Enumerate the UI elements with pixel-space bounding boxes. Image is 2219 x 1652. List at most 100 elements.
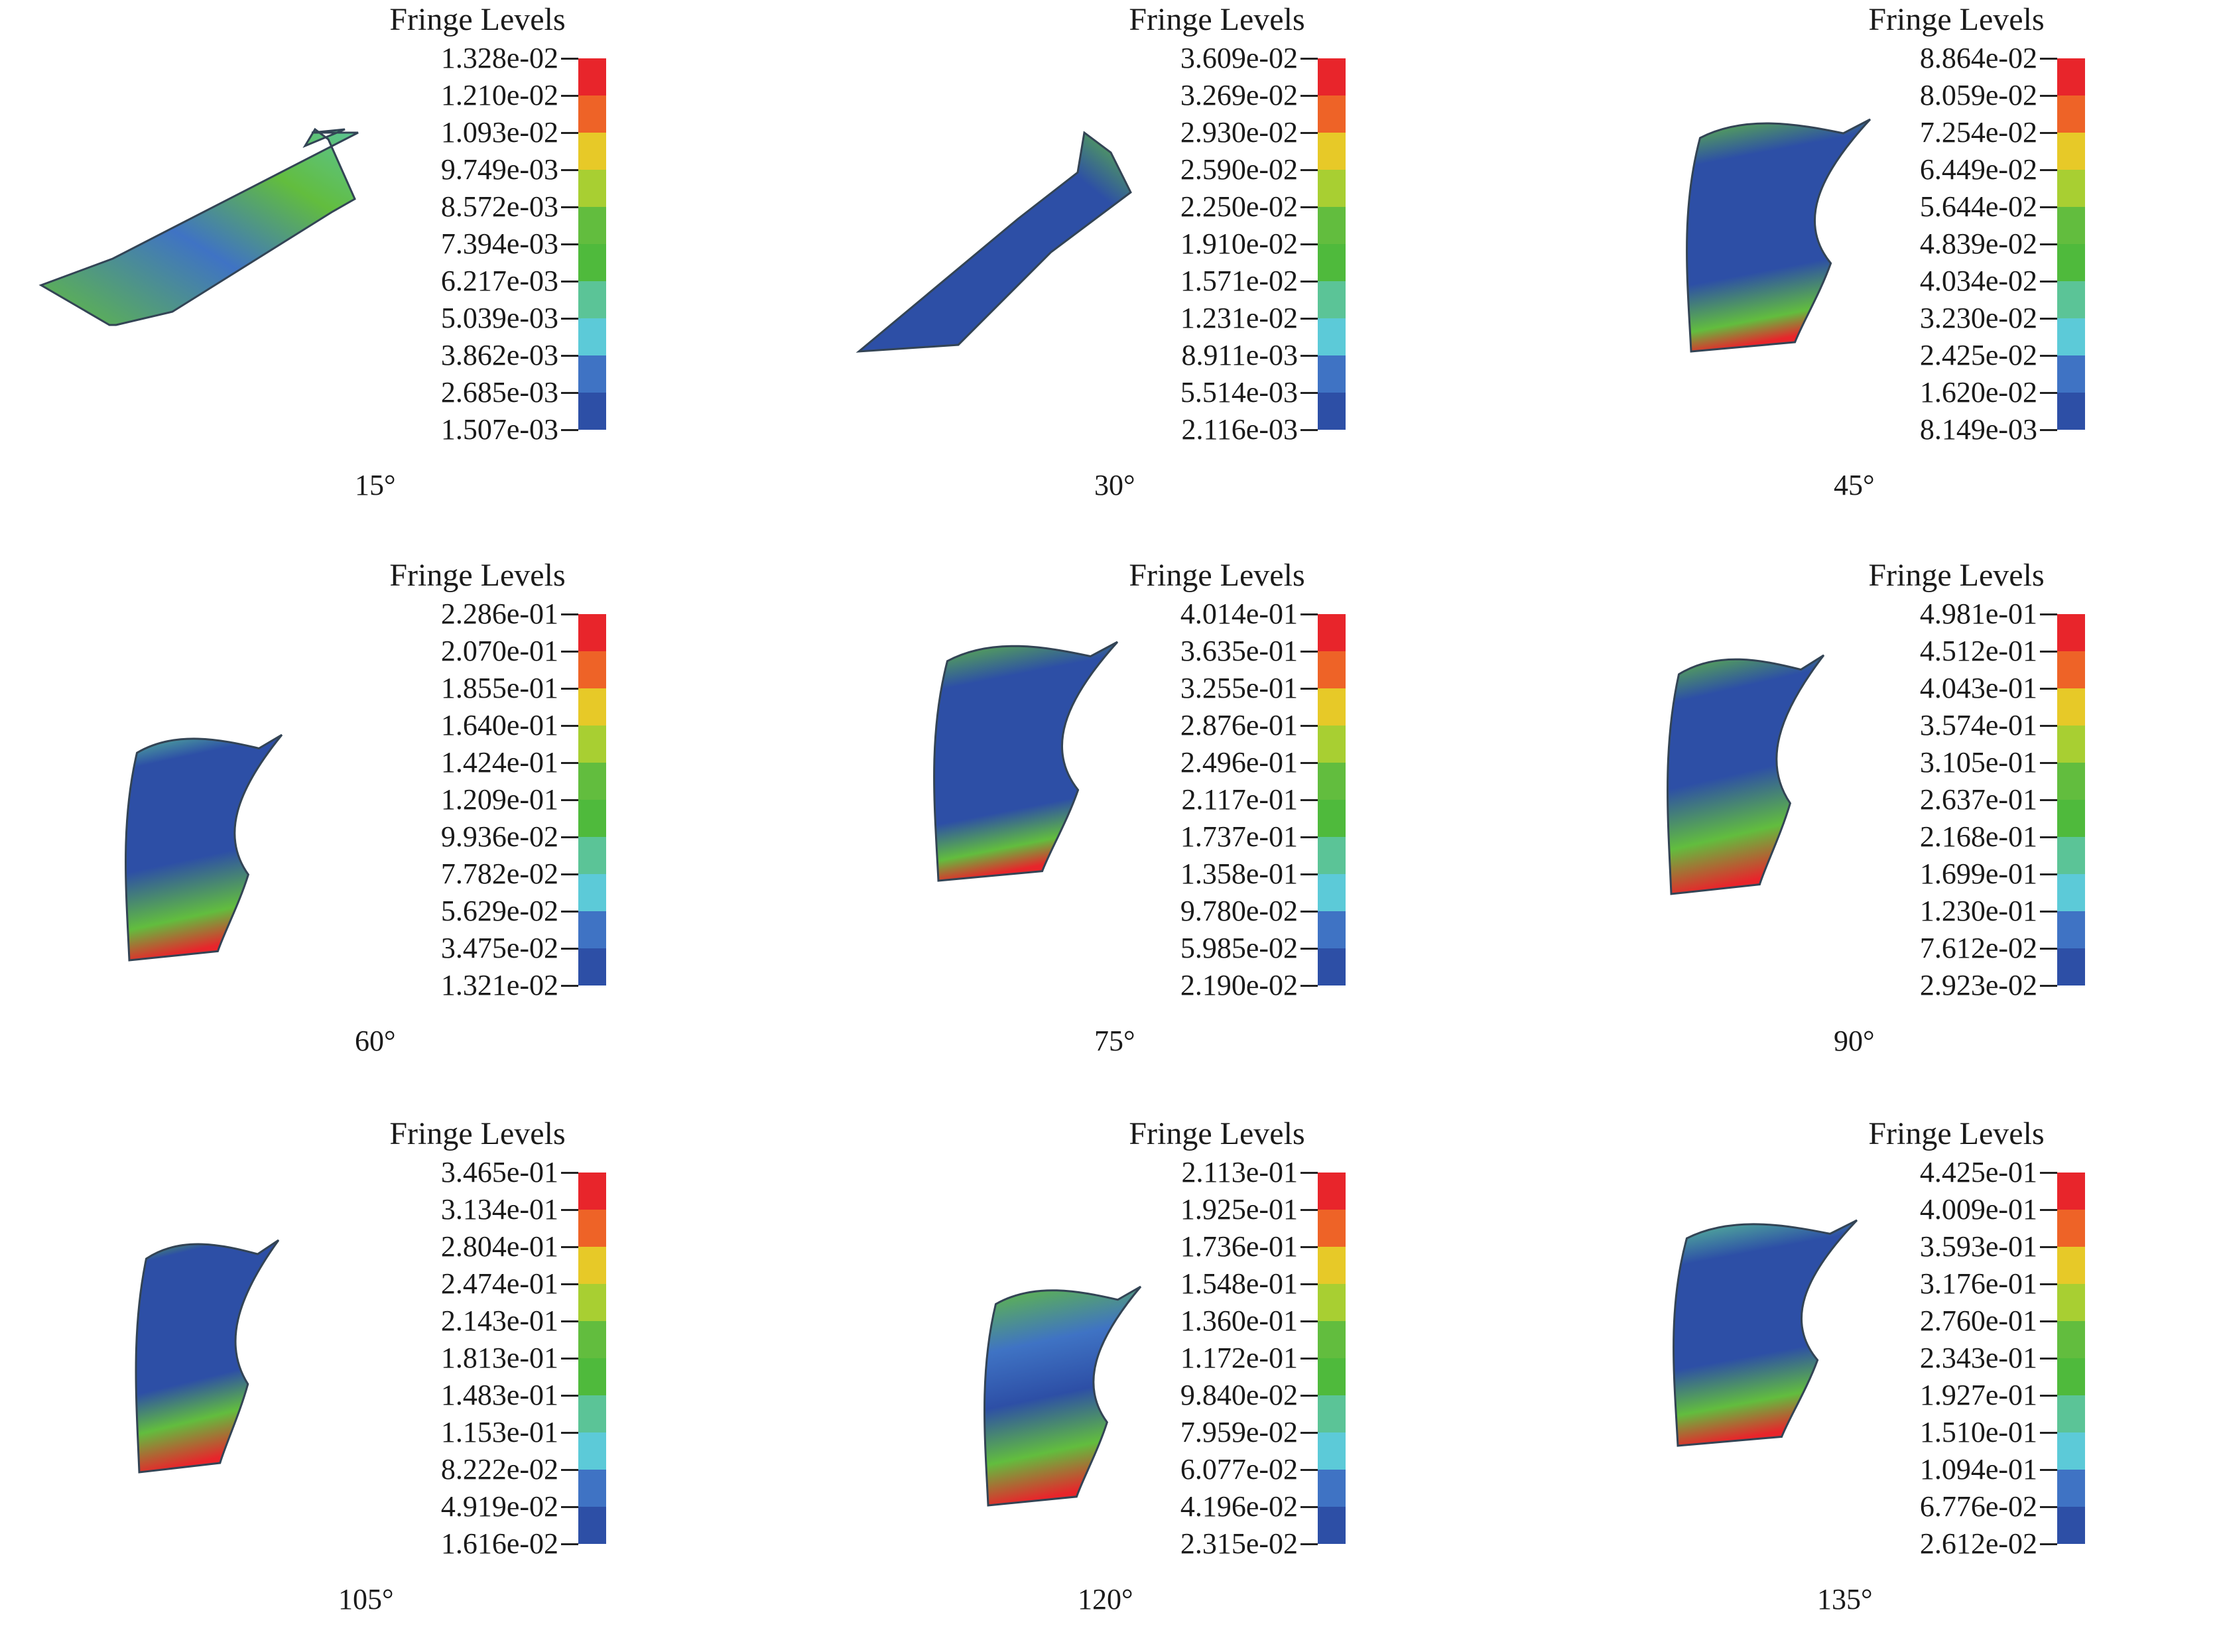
- legend-tick-mark: [561, 1395, 578, 1397]
- legend-level-label: 3.269e-02: [1180, 79, 1298, 111]
- legend-color-segment: [578, 911, 606, 948]
- legend-level-label: 1.640e-01: [440, 709, 558, 741]
- legend-level-label: 2.496e-01: [1180, 746, 1298, 779]
- legend-tick-mark: [561, 1283, 578, 1285]
- shell-contour-image: [1686, 118, 1871, 353]
- legend-color-segment: [2057, 318, 2085, 355]
- legend-color-segment: [1318, 393, 1346, 430]
- legend-color-segment: [2057, 614, 2085, 651]
- legend-level-label: 3.862e-03: [440, 339, 558, 371]
- legend-color-segment: [578, 133, 606, 170]
- legend-color-segment: [578, 393, 606, 430]
- legend-tick-mark: [2040, 1209, 2057, 1211]
- legend-tick-mark: [1300, 1469, 1318, 1471]
- legend-color-segment: [2057, 355, 2085, 393]
- legend-color-segment: [2057, 95, 2085, 133]
- legend-level-label: 6.217e-03: [440, 265, 558, 297]
- angle-label: 75°: [1094, 1025, 1135, 1057]
- fringe-legend: Fringe Levels 4.014e-01 3.635e-01 3.255e-01…: [739, 556, 1479, 1094]
- legend-color-segment: [1318, 318, 1346, 355]
- shell-surface: [1667, 654, 1825, 895]
- legend-tick-mark: [2040, 318, 2057, 320]
- legend-level-label: 6.077e-02: [1180, 1453, 1298, 1486]
- legend-tick-mark: [561, 985, 578, 987]
- legend-level-label: 1.093e-02: [440, 116, 558, 149]
- legend-tick-mark: [2040, 1172, 2057, 1174]
- legend-level-label: 4.512e-01: [1919, 635, 2037, 667]
- legend-level-label: 7.782e-02: [440, 858, 558, 890]
- legend-tick-mark: [561, 1432, 578, 1434]
- legend-level-label: 3.176e-01: [1919, 1267, 2037, 1300]
- legend-tick-mark: [1300, 799, 1318, 801]
- shell-surface: [125, 733, 283, 962]
- legend-tick-mark: [1300, 355, 1318, 357]
- legend-color-segment: [2057, 688, 2085, 726]
- shell-contour-image: [1673, 1219, 1858, 1447]
- legend-tick-mark: [561, 1358, 578, 1360]
- legend-tick-mark: [1300, 651, 1318, 653]
- legend-tick-mark: [561, 1320, 578, 1322]
- legend-level-label: 8.572e-03: [440, 190, 558, 223]
- legend-tick-mark: [1300, 1543, 1318, 1545]
- legend-tick-mark: [1300, 1432, 1318, 1434]
- legend-color-segment: [1318, 1470, 1346, 1507]
- legend-level-label: 6.776e-02: [1919, 1490, 2037, 1523]
- legend-tick-mark: [2040, 688, 2057, 690]
- legend-color-segment: [578, 1470, 606, 1507]
- legend-tick-mark: [1300, 1395, 1318, 1397]
- legend-level-label: 1.210e-02: [440, 79, 558, 111]
- legend-tick-mark: [2040, 873, 2057, 875]
- legend-tick-mark: [2040, 169, 2057, 171]
- fringe-plot-grid: Fringe Levels 1.328e-02 1.210e-02 1.093e-02…: [0, 0, 2085, 1616]
- legend-level-label: 1.209e-01: [440, 783, 558, 816]
- legend-level-label: 4.196e-02: [1180, 1490, 1298, 1523]
- legend-color-segment: [2057, 763, 2085, 800]
- legend-level-label: 8.864e-02: [1919, 42, 2037, 74]
- legend-tick-mark: [1300, 318, 1318, 320]
- legend-tick-mark: [561, 911, 578, 913]
- fringe-legend: Fringe Levels 1.328e-02 1.210e-02 1.093e-02…: [0, 0, 739, 538]
- legend-level-label: 1.910e-02: [1180, 227, 1298, 260]
- shell-contour-image: [135, 1239, 280, 1474]
- legend-level-label: 5.629e-02: [440, 895, 558, 927]
- legend-tick-mark: [2040, 206, 2057, 208]
- legend-tick-mark: [561, 799, 578, 801]
- legend-level-label: 2.315e-02: [1180, 1527, 1298, 1560]
- legend-tick-mark: [1300, 1209, 1318, 1211]
- legend-level-label: 5.039e-03: [440, 302, 558, 334]
- legend-level-label: 7.254e-02: [1919, 116, 2037, 149]
- angle-label: 120°: [1078, 1583, 1133, 1616]
- legend-level-label: 2.116e-03: [1181, 413, 1298, 446]
- legend-tick-mark: [2040, 1320, 2057, 1322]
- legend-level-label: 3.475e-02: [440, 932, 558, 964]
- legend-color-segment: [1318, 1358, 1346, 1395]
- legend-tick-mark: [2040, 1358, 2057, 1360]
- legend-color-segment: [578, 1210, 606, 1247]
- legend-color-segment: [578, 614, 606, 651]
- angle-label: 90°: [1834, 1025, 1875, 1057]
- legend-tick-mark: [2040, 725, 2057, 727]
- fringe-legend: Fringe Levels 3.609e-02 3.269e-02 2.930e-02…: [739, 0, 1479, 538]
- legend-color-segment: [578, 688, 606, 726]
- legend-color-segment: [578, 726, 606, 763]
- legend-tick-mark: [2040, 243, 2057, 245]
- legend-tick-mark: [2040, 799, 2057, 801]
- legend-color-segment: [2057, 1395, 2085, 1432]
- shell-surface: [983, 1285, 1142, 1507]
- legend-color-segment: [2057, 1432, 2085, 1470]
- legend-color-segment: [1318, 614, 1346, 651]
- legend-level-label: 2.343e-01: [1919, 1342, 2037, 1374]
- legend-tick-mark: [561, 651, 578, 653]
- legend-tick-mark: [2040, 355, 2057, 357]
- legend-level-label: 1.321e-02: [440, 969, 558, 1001]
- legend-color-segment: [1318, 1173, 1346, 1210]
- legend-color-segment: [578, 355, 606, 393]
- legend-level-label: 2.685e-03: [440, 376, 558, 409]
- legend-tick-mark: [1300, 873, 1318, 875]
- legend-level-label: 1.855e-01: [440, 672, 558, 704]
- legend-color-segment: [1318, 763, 1346, 800]
- legend-tick-mark: [2040, 281, 2057, 283]
- legend-level-label: 3.635e-01: [1180, 635, 1298, 667]
- legend-tick-mark: [561, 318, 578, 320]
- legend-color-segment: [1318, 1247, 1346, 1284]
